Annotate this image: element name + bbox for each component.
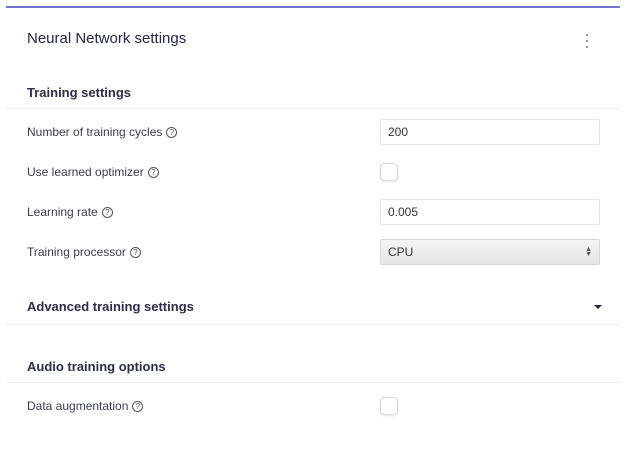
- kebab-menu-icon[interactable]: [582, 34, 592, 48]
- caret-down-icon[interactable]: [594, 305, 602, 309]
- training-cycles-input[interactable]: 200: [380, 119, 600, 145]
- processor-label: Training processor?: [27, 245, 141, 259]
- help-icon[interactable]: ?: [166, 126, 178, 138]
- learned-optimizer-checkbox[interactable]: [380, 163, 398, 181]
- processor-value: CPU: [388, 245, 414, 259]
- help-icon[interactable]: ?: [132, 400, 144, 412]
- data-augmentation-checkbox[interactable]: [380, 397, 398, 415]
- augmentation-label: Data augmentation?: [27, 399, 144, 413]
- training-processor-select[interactable]: CPU ▲ ▼: [380, 239, 600, 265]
- help-icon[interactable]: ?: [129, 246, 141, 258]
- divider: [6, 382, 620, 383]
- learning-rate-label-text: Learning rate: [27, 205, 98, 219]
- divider: [6, 324, 620, 325]
- optimizer-label: Use learned optimizer?: [27, 165, 159, 179]
- help-icon[interactable]: ?: [147, 166, 159, 178]
- learning-rate-input[interactable]: 0.005: [380, 199, 600, 225]
- training-settings-heading: Training settings: [27, 85, 132, 100]
- optimizer-label-text: Use learned optimizer: [27, 165, 144, 179]
- audio-options-heading: Audio training options: [27, 359, 166, 374]
- page-title: Neural Network settings: [27, 30, 187, 47]
- augmentation-label-text: Data augmentation: [27, 399, 129, 413]
- divider: [6, 108, 620, 109]
- top-accent-border: [6, 6, 620, 8]
- help-icon[interactable]: ?: [101, 206, 113, 218]
- learning-rate-label: Learning rate?: [27, 205, 113, 219]
- cycles-label-text: Number of training cycles: [27, 125, 163, 139]
- advanced-training-heading[interactable]: Advanced training settings: [27, 299, 194, 314]
- select-arrows-icon: ▲ ▼: [585, 246, 592, 258]
- processor-label-text: Training processor: [27, 245, 126, 259]
- cycles-label: Number of training cycles?: [27, 125, 178, 139]
